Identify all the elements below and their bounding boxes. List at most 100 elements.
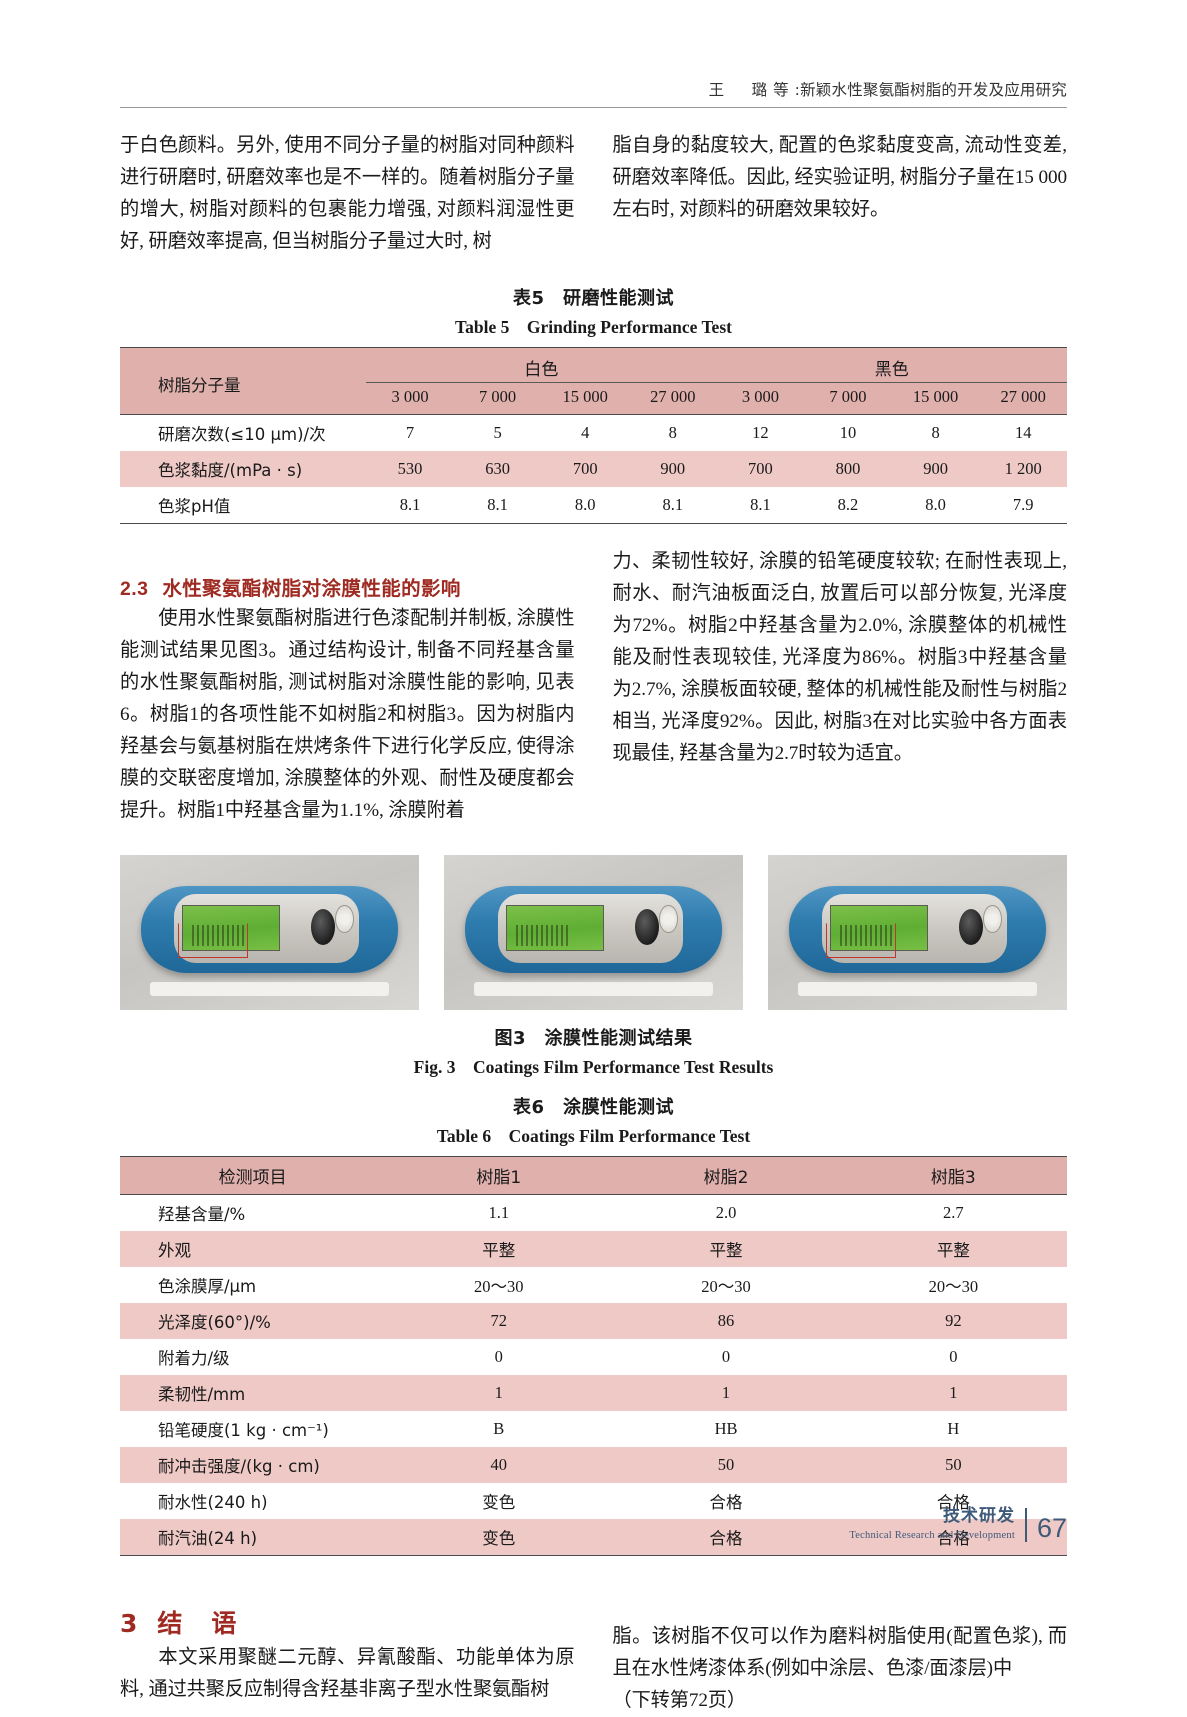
measurement-highlight-box [826,922,897,958]
table5-col-white-7000: 7 000 [479,387,517,406]
table5-caption-en: Table 5 Grinding Performance Test [455,317,732,337]
table6-r1c2: 平整 [936,1241,970,1260]
conclusion-left-column: 3 结 语 本文采用聚醚二元醇、异氰酸酯、功能单体为原料, 通过共聚反应制得含羟基… [120,1574,575,1717]
table6-r9c1: 合格 [709,1529,743,1548]
running-head: 王 璐等:新颖水性聚氨酯树脂的开发及应用研究 [120,0,1067,100]
meter-dial [659,904,678,933]
running-head-author: 王 璐等 [708,81,795,99]
table-row: 柔韧性/mm 1 1 1 [120,1375,1067,1411]
table6-r8c1: 合格 [709,1493,743,1512]
table-row: 耐汽油(24 h) 变色 合格 合格 [120,1519,1067,1556]
table5-col-black-3000: 3 000 [741,387,779,406]
photo-paper-strip [473,982,714,997]
table6-r8c2: 合格 [936,1493,970,1512]
table6-caption-cn: 表6 涂膜性能测试 [512,1097,675,1118]
table6-r0c2: 2.7 [943,1203,964,1222]
section-heading-2-3: 2.3 水性聚氨酯树脂对涂膜性能的影响 [120,572,575,601]
gloss-meter-icon [140,886,399,973]
table6-r7c1: 50 [717,1455,735,1474]
section-number: 2.3 [120,578,149,600]
table6-row1-label: 外观 [158,1241,191,1260]
conclusion-columns: 3 结 语 本文采用聚醚二元醇、异氰酸酯、功能单体为原料, 通过共聚反应制得含羟基… [120,1574,1067,1717]
conclusion-title: 结 语 [157,1609,239,1638]
figure3-images [120,855,1067,1010]
table5-col-black-27000: 27 000 [1000,387,1046,406]
table5-col-black-7000: 7 000 [829,387,867,406]
table5-r2c0: 8.1 [399,495,421,514]
meter-screen [829,904,928,951]
conclusion-right-column: 脂。该树脂不仅可以作为磨料树脂使用(配置色浆), 而且在水性烤漆体系(例如中涂层… [613,1574,1068,1717]
table6-r4c2: 0 [949,1347,958,1366]
table5-r0c5: 10 [839,423,857,442]
section-title: 水性聚氨酯树脂对涂膜性能的影响 [162,577,461,600]
meter-screen-readout [192,925,246,947]
table6-r4c1: 0 [721,1347,731,1366]
table6-row3-label: 光泽度(60°)/% [158,1313,271,1332]
footer-section-label: 技术研发 Technical Research and Development [849,1507,1015,1542]
table-row: 外观 平整 平整 平整 [120,1231,1067,1267]
conclusion-paragraph-right: 脂。该树脂不仅可以作为磨料树脂使用(配置色浆), 而且在水性烤漆体系(例如中涂层… [612,1626,1068,1679]
table6-r1c1: 平整 [709,1241,743,1260]
table6-r5c0: 1 [494,1383,503,1402]
table5-r1c3: 900 [660,459,686,478]
table6-row0-label: 羟基含量/% [158,1205,246,1224]
table-row: 耐冲击强度/(kg · cm) 40 50 50 [120,1447,1067,1483]
table6-r6c2: H [947,1419,960,1438]
table6-header-item: 检测项目 [218,1168,287,1188]
table6-row5-label: 柔韧性/mm [158,1385,246,1404]
footer-section-en: Technical Research and Development [849,1529,1015,1541]
table6-r4c0: 0 [494,1347,503,1366]
meter-screen [505,904,604,951]
table6-r6c0: B [493,1419,505,1438]
gloss-meter-icon [464,886,723,973]
table5-r0c6: 8 [931,423,940,442]
table5-col-white-3000: 3 000 [391,387,429,406]
section23-left-column: 2.3 水性聚氨酯树脂对涂膜性能的影响 使用水性聚氨酯树脂进行色漆配制并制板, 涂… [120,546,575,827]
figure3-captions: 图3 涂膜性能测试结果 Fig. 3 Coatings Film Perform… [120,1024,1067,1079]
table6-r2c2: 20～30 [928,1277,979,1296]
figure3-caption-en: Fig. 3 Coatings Film Performance Test Re… [413,1057,774,1077]
table6-r8c0: 变色 [482,1493,516,1512]
table5-r1c6: 900 [923,459,948,478]
table6-row6-label: 铅笔硬度(1 kg · cm⁻¹) [158,1421,329,1440]
table6-header-row: 检测项目 树脂1 树脂2 树脂3 [120,1156,1067,1195]
table6-r5c1: 1 [721,1383,731,1402]
table5-r0c7: 14 [1014,423,1032,442]
table5-caption-cn: 表5 研磨性能测试 [512,288,675,309]
table5-r1c1: 630 [485,459,510,478]
meter-dial [335,904,354,933]
table6-header-resin3: 树脂3 [930,1168,976,1188]
conclusion-heading: 3 结 语 [120,1604,575,1640]
table5-r0c0: 7 [405,423,415,442]
table6-r0c1: 2.0 [715,1203,737,1222]
table6-r3c2: 92 [945,1311,962,1330]
table5-r1c5: 800 [835,459,861,478]
table5-r1c0: 530 [397,459,423,478]
section23-right-column: 力、柔韧性较好, 涂膜的铅笔硬度较软; 在耐性表现上, 耐水、耐汽油板面泛白, … [613,546,1068,827]
table5-col-white-15000: 15 000 [562,387,608,406]
document-page: 王 璐等:新颖水性聚氨酯树脂的开发及应用研究 于白色颜料。另外, 使用不同分子量… [120,0,1068,1711]
table5-block: 表5 研磨性能测试 Table 5 Grinding Performance T… [120,284,1067,524]
footer-section-cn: 技术研发 [942,1506,1015,1527]
table6-r9c2: 合格 [936,1529,970,1548]
table5-col-white-27000: 27 000 [650,387,696,406]
table5-r2c4: 8.1 [750,495,771,514]
table-row: 色涂膜厚/μm 20～30 20～30 20～30 [120,1267,1067,1303]
section23-paragraph-left: 使用水性聚氨酯树脂进行色漆配制并制板, 涂膜性能测试结果见图3。通过结构设计, … [120,608,575,821]
measurement-highlight-box [178,922,249,958]
figure3-panel-3 [768,855,1067,1010]
figure3-panel-1 [120,855,419,1010]
table6-r3c0: 72 [490,1311,508,1330]
table5-col-black-15000: 15 000 [912,387,959,406]
section23-paragraph-right: 力、柔韧性较好, 涂膜的铅笔硬度较软; 在耐性表现上, 耐水、耐汽油板面泛白, … [612,551,1068,764]
footer-divider [1024,1508,1027,1542]
table6-r2c1: 20～30 [701,1277,751,1296]
table6-caption-en: Table 6 Coatings Film Performance Test [436,1126,751,1146]
meter-button [635,909,660,946]
meter-screen-readout [840,925,894,947]
meter-button [959,909,984,946]
table6-row2-label: 色涂膜厚/μm [158,1277,257,1296]
table5-r0c2: 4 [581,423,590,442]
meter-screen-readout [516,925,570,947]
table6-r1c0: 平整 [482,1241,516,1260]
